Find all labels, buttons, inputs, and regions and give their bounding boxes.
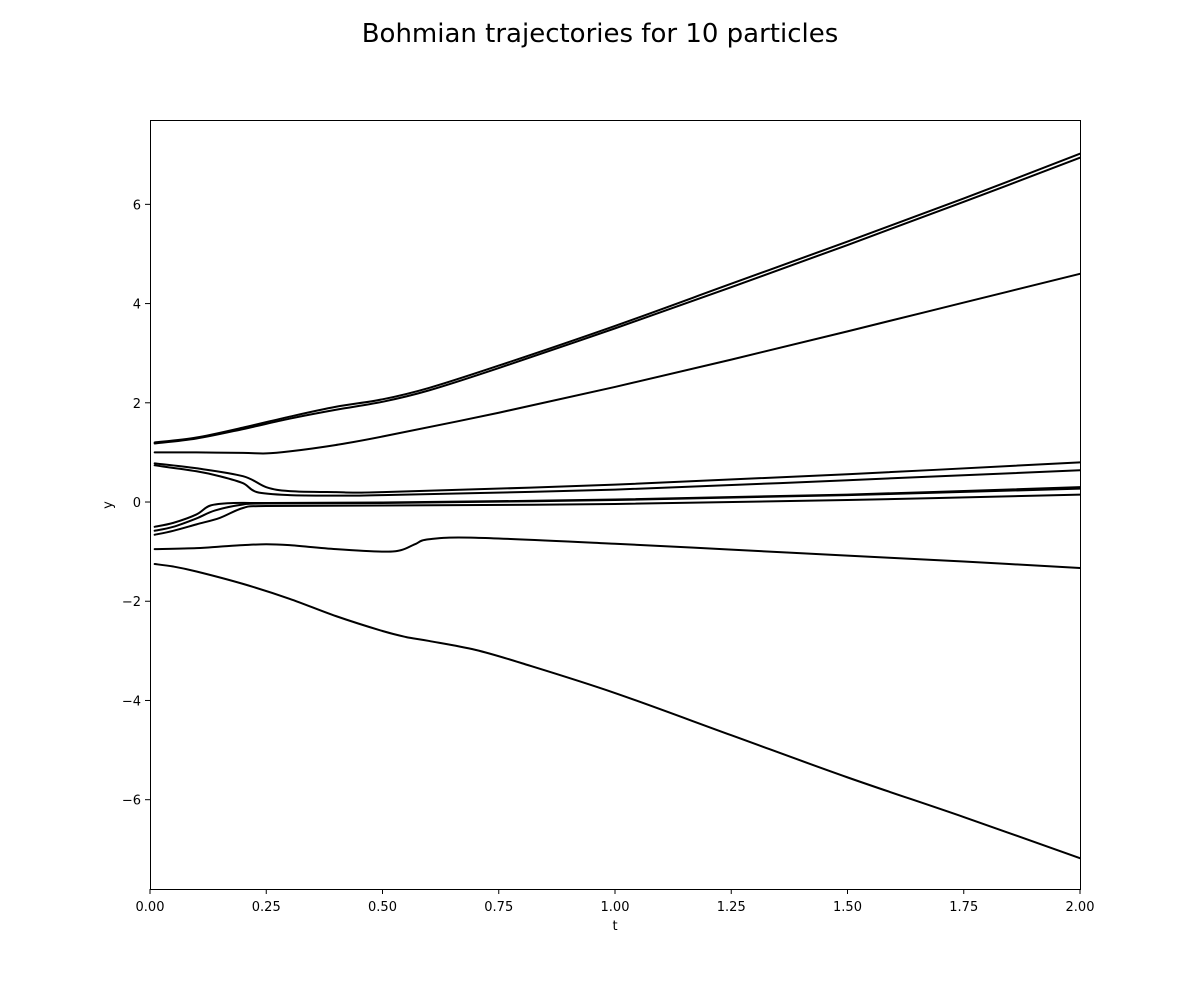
x-tick-label: 0.00 xyxy=(136,900,165,915)
y-tick-label: 6 xyxy=(133,198,141,213)
x-tick-label: 1.50 xyxy=(833,900,862,915)
y-axis-label: y xyxy=(101,501,116,509)
trajectory-line-10 xyxy=(153,563,1081,860)
y-tick-label: −4 xyxy=(122,694,141,709)
y-tick-label: −6 xyxy=(122,794,141,809)
x-tick-label: 0.25 xyxy=(252,900,281,915)
trajectory-line-4 xyxy=(153,461,1081,494)
y-axis: −6 −4 −2 0 2 4 6 xyxy=(122,198,150,809)
trajectory-line-2 xyxy=(153,156,1081,445)
x-axis: 0.00 0.25 0.50 0.75 1.00 1.25 1.50 1.75 2.00 xyxy=(136,889,1095,915)
x-axis-label: t xyxy=(612,919,617,934)
chart-title: Bohmian trajectories for 10 particles xyxy=(362,19,839,49)
trajectory-line-1 xyxy=(153,152,1081,444)
trajectory-line-7 xyxy=(153,487,1081,532)
trajectory-line-5 xyxy=(153,464,1081,497)
y-tick-label: 0 xyxy=(133,496,141,511)
x-tick-label: 1.00 xyxy=(601,900,630,915)
y-tick-label: 2 xyxy=(133,397,141,412)
x-tick-label: 0.50 xyxy=(368,900,397,915)
y-tick-label: 4 xyxy=(133,298,141,313)
trajectory-line-9 xyxy=(153,536,1081,569)
plot-lines xyxy=(153,152,1081,860)
x-tick-label: 1.75 xyxy=(949,900,978,915)
x-tick-label: 0.75 xyxy=(484,900,513,915)
y-tick-label: −2 xyxy=(122,595,141,610)
x-tick-label: 2.00 xyxy=(1066,900,1095,915)
trajectory-line-8 xyxy=(153,493,1081,536)
trajectory-line-3 xyxy=(153,272,1081,455)
x-tick-label: 1.25 xyxy=(717,900,746,915)
